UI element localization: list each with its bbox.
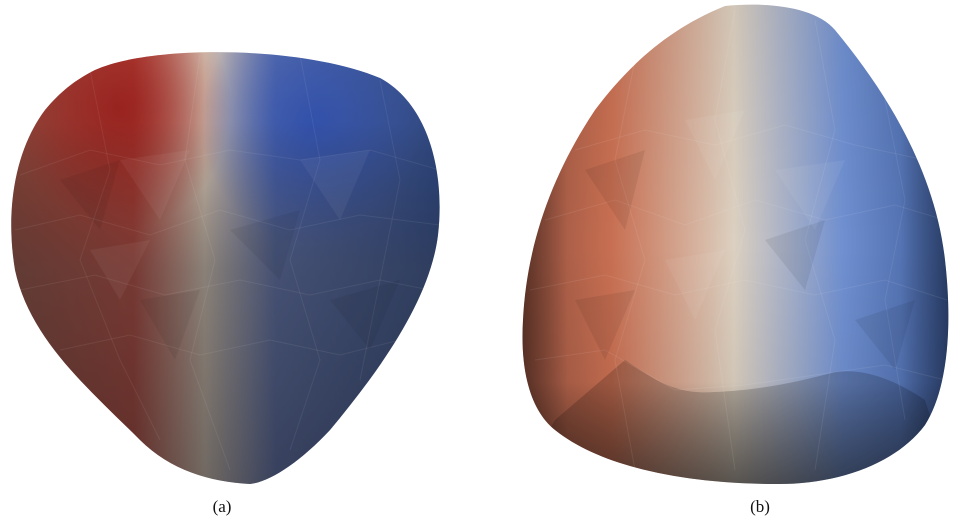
mesh-render-b xyxy=(522,4,949,485)
panel-label-b: (b) xyxy=(750,497,770,516)
mesh-render-a xyxy=(11,52,440,485)
panel-label-a: (a) xyxy=(212,497,232,516)
panel-b: (b) xyxy=(515,0,953,527)
panel-a: (a) xyxy=(0,0,445,527)
